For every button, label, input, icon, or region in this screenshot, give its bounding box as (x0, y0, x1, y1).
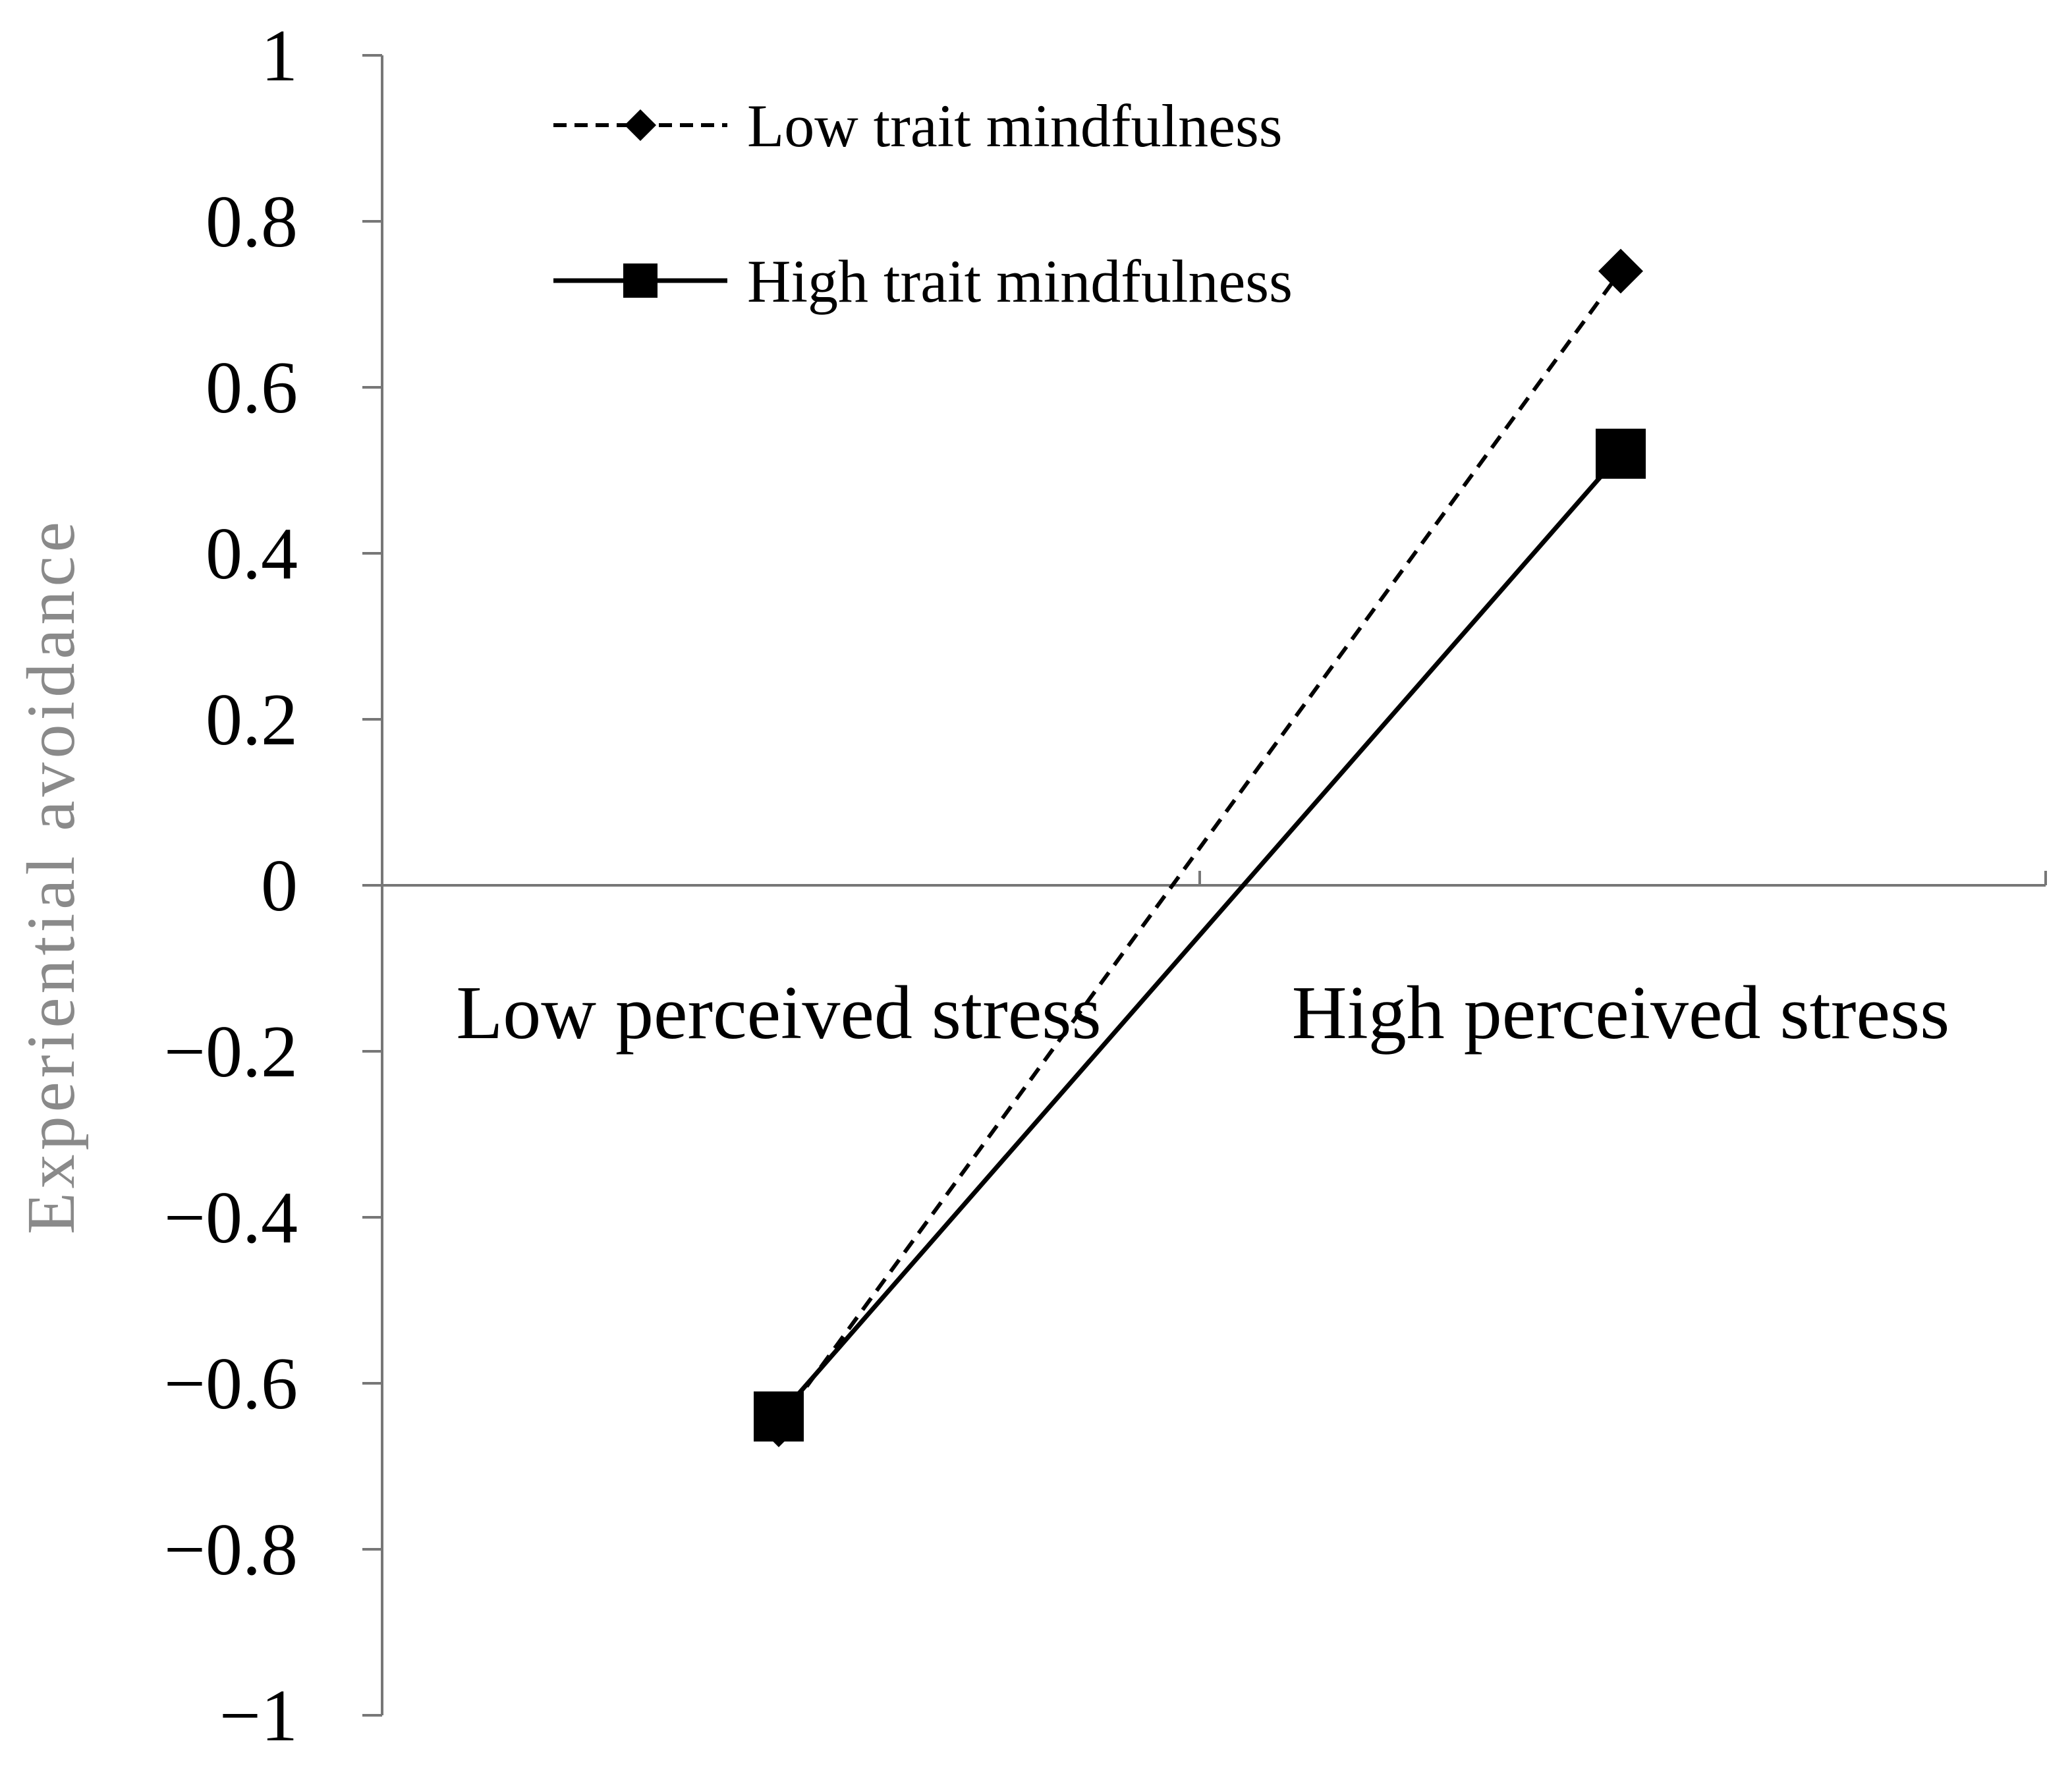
x-category-label-low-perceived-stress: Low perceived stress (456, 971, 1101, 1055)
y-tick-label: 0.6 (206, 347, 298, 429)
legend-item-low-trait-mindfulness: Low trait mindfulness (553, 92, 1283, 159)
series-line-low-trait-mindfulness (777, 269, 1623, 1426)
series-lines (777, 269, 1623, 1426)
legend-item-high-trait-mindfulness: High trait mindfulness (553, 248, 1293, 315)
y-tick-label: −0.4 (164, 1177, 298, 1259)
y-tick-label: 0.4 (206, 513, 298, 595)
y-tick-label: 0 (261, 845, 298, 927)
y-tick-label: 0.8 (206, 181, 298, 263)
legend-marker-square (623, 263, 658, 298)
y-tick-label: −0.6 (164, 1343, 298, 1425)
y-tick-label: 0.2 (206, 679, 298, 761)
y-axis-title: Experiential avoidance (13, 518, 89, 1234)
y-tick-label: −0.2 (164, 1011, 298, 1093)
legend-marker-diamond (625, 109, 656, 141)
legend-label: Low trait mindfulness (747, 92, 1283, 159)
series-markers (754, 248, 1646, 1447)
data-point-low-trait-mindfulness-low-perceived-stress (756, 1402, 801, 1447)
legend-label: High trait mindfulness (747, 248, 1293, 315)
legend: Low trait mindfulness High trait mindfuln… (553, 92, 1293, 315)
data-point-high-trait-mindfulness-high-perceived-stress (1596, 428, 1646, 479)
x-category-label-high-perceived-stress: High perceived stress (1292, 971, 1950, 1055)
y-tick-label: 1 (261, 15, 298, 97)
y-tick-label: −1 (219, 1675, 298, 1757)
x-axis-categories: Low perceived stress High perceived stres… (456, 971, 1949, 1055)
y-tick-label: −0.8 (164, 1509, 298, 1591)
data-point-low-trait-mindfulness-high-perceived-stress (1598, 248, 1643, 294)
series-line-high-trait-mindfulness (777, 452, 1623, 1418)
y-axis-ticks: 1 0.8 0.6 0.4 0.2 0 −0.2 −0.4 −0.6 −0.8 −1 (164, 15, 382, 1757)
